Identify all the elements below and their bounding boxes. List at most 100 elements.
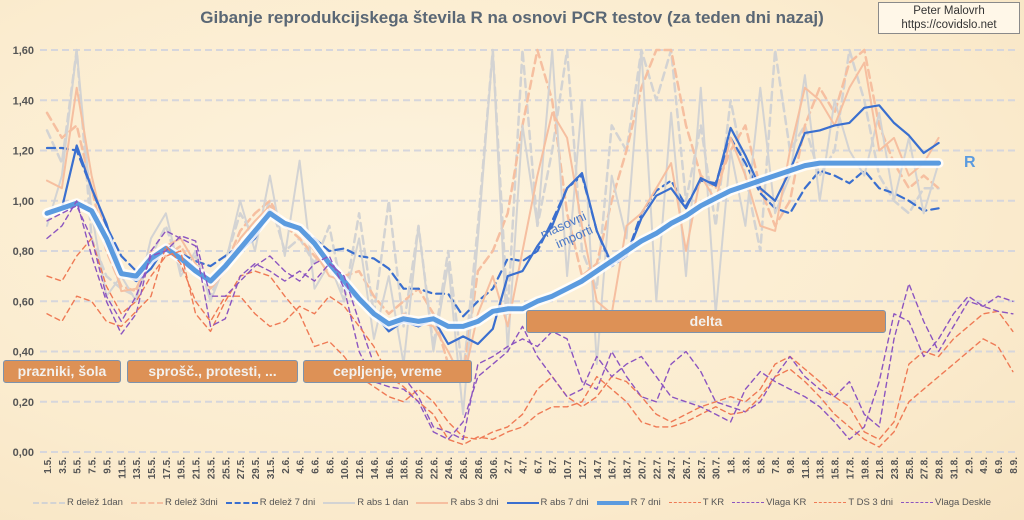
x-tick-label: 6.7. <box>533 457 544 474</box>
credit-box: Peter Malovrh https://covidslo.net <box>878 2 1020 34</box>
y-tick-label: 0,00 <box>13 447 34 459</box>
y-tick-label: 1,00 <box>13 196 34 208</box>
chart-title: Gibanje reprodukcijskega števila R na os… <box>200 8 824 27</box>
x-tick-label: 29.8. <box>935 457 946 479</box>
legend-swatch <box>668 502 701 503</box>
y-tick-label: 0,40 <box>13 347 34 359</box>
legend-item: Vlaga Deskle <box>901 497 991 508</box>
legend-swatch <box>225 501 258 504</box>
x-tick-label: 25.5. <box>221 457 232 479</box>
x-tick-label: 9.8. <box>786 457 797 474</box>
legend-swatch <box>506 501 539 504</box>
x-tick-label: 21.5. <box>192 457 203 479</box>
legend-swatch <box>814 502 847 503</box>
x-tick-label: 16.7. <box>608 457 619 479</box>
legend-item: R abs 7 dni <box>506 497 589 508</box>
legend-swatch <box>323 501 356 504</box>
series-group <box>42 48 1014 448</box>
x-tick-label: 8.9. <box>1009 457 1020 474</box>
x-tick-label: 23.5. <box>206 457 217 479</box>
series-vlaga-deskle <box>46 205 1014 441</box>
x-tick-label: 18.6. <box>400 457 411 479</box>
legend-swatch <box>901 502 934 503</box>
x-tick-label: 31.8. <box>949 457 960 479</box>
x-tick-label: 24.6. <box>444 457 455 479</box>
site-link[interactable]: https://covidslo.net <box>901 19 997 31</box>
x-tick-label: 8.6. <box>325 457 336 474</box>
x-tick-label: 8.7. <box>548 457 559 474</box>
x-tick-label: 17.8. <box>845 457 856 479</box>
x-tick-label: 27.5. <box>236 457 247 479</box>
legend-item: R abs 3 dni <box>416 497 499 508</box>
x-tick-label: 7.8. <box>771 457 782 474</box>
x-tick-label: 5.5. <box>73 457 84 474</box>
legend-label: R delež 1dan <box>66 497 123 508</box>
x-tick-label: 20.7. <box>637 457 648 479</box>
x-tick-label: 13.8. <box>816 457 827 479</box>
x-tick-label: 26.7. <box>682 457 693 479</box>
legend-item: T DS 3 dni <box>814 497 893 508</box>
legend-item: R abs 1 dan <box>323 497 408 508</box>
legend-item: Vlaga KR <box>732 497 806 508</box>
y-tick-label: 1,60 <box>13 45 34 57</box>
x-tick-label: 9.5. <box>102 457 113 474</box>
legend-swatch <box>416 501 449 504</box>
x-tick-label: 28.6. <box>474 457 485 479</box>
legend-label: R delež 7 dni <box>259 497 316 508</box>
x-tick-label: 30.6. <box>489 457 500 479</box>
x-tick-label: 1.5. <box>43 457 54 474</box>
x-tick-label: 28.7. <box>697 457 708 479</box>
x-tick-label: 25.8. <box>905 457 916 479</box>
y-tick-label: 0,60 <box>13 296 34 308</box>
x-tick-label: 7.5. <box>88 457 99 474</box>
legend-label: Vlaga Deskle <box>935 497 992 508</box>
legend-item: R 7 dni <box>596 497 661 508</box>
legend-label: R abs 7 dni <box>540 497 589 508</box>
x-tick-label: 22.7. <box>652 457 663 479</box>
x-tick-label: 14.7. <box>593 457 604 479</box>
x-tick-label: 20.6. <box>415 457 426 479</box>
x-tick-label: 16.6. <box>385 457 396 479</box>
x-tick-label: 11.5. <box>117 457 128 479</box>
x-tick-label: 27.8. <box>920 457 931 479</box>
legend-label: R 7 dni <box>630 497 661 508</box>
legend-item: R delež 3dni <box>130 497 218 508</box>
x-tick-label: 30.7. <box>712 457 723 479</box>
author-name: Peter Malovrh <box>913 5 985 17</box>
x-tick-label: 18.7. <box>623 457 634 479</box>
x-tick-label: 21.8. <box>875 457 886 479</box>
x-tick-label: 12.6. <box>355 457 366 479</box>
x-tick-label: 3.8. <box>741 457 752 474</box>
x-tick-label: 23.8. <box>890 457 901 479</box>
x-tick-label: 13.5. <box>132 457 143 479</box>
x-tick-label: 4.7. <box>519 457 530 474</box>
x-tick-label: 31.5. <box>266 457 277 479</box>
x-tick-label: 26.6. <box>459 457 470 479</box>
annotation-cepljenje: cepljenje, vreme <box>303 360 472 383</box>
x-tick-label: 11.8. <box>801 457 812 479</box>
annotation-delta: delta <box>526 310 886 333</box>
x-tick-label: 6.6. <box>310 457 321 474</box>
x-tick-label: 15.5. <box>147 457 158 479</box>
series-r-abs-3-dni <box>46 61 940 383</box>
legend: R delež 1dan R delež 3dni R delež 7 dni R a… <box>0 497 1024 508</box>
x-tick-label: 10.7. <box>563 457 574 479</box>
x-tick-label: 29.5. <box>251 457 262 479</box>
x-tick-label: 17.5. <box>162 457 173 479</box>
legend-item: R delež 1dan <box>32 497 123 508</box>
annotation-prazniki: prazniki, šola <box>3 360 121 383</box>
y-tick-label: 1,40 <box>13 95 34 107</box>
x-tick-label: 10.6. <box>340 457 351 479</box>
x-tick-label: 14.6. <box>370 457 381 479</box>
legend-label: R abs 1 dan <box>357 497 409 508</box>
legend-swatch <box>596 500 629 505</box>
x-tick-label: 2.9. <box>964 457 975 474</box>
x-tick-label: 2.7. <box>504 457 515 474</box>
legend-item: R delež 7 dni <box>225 497 316 508</box>
x-tick-label: 19.8. <box>860 457 871 479</box>
x-tick-label: 4.9. <box>979 457 990 474</box>
legend-swatch <box>32 501 65 504</box>
series-r-dele-7-dni <box>45 136 940 318</box>
y-tick-label: 0,20 <box>13 397 34 409</box>
x-tick-label: 4.6. <box>296 457 307 474</box>
